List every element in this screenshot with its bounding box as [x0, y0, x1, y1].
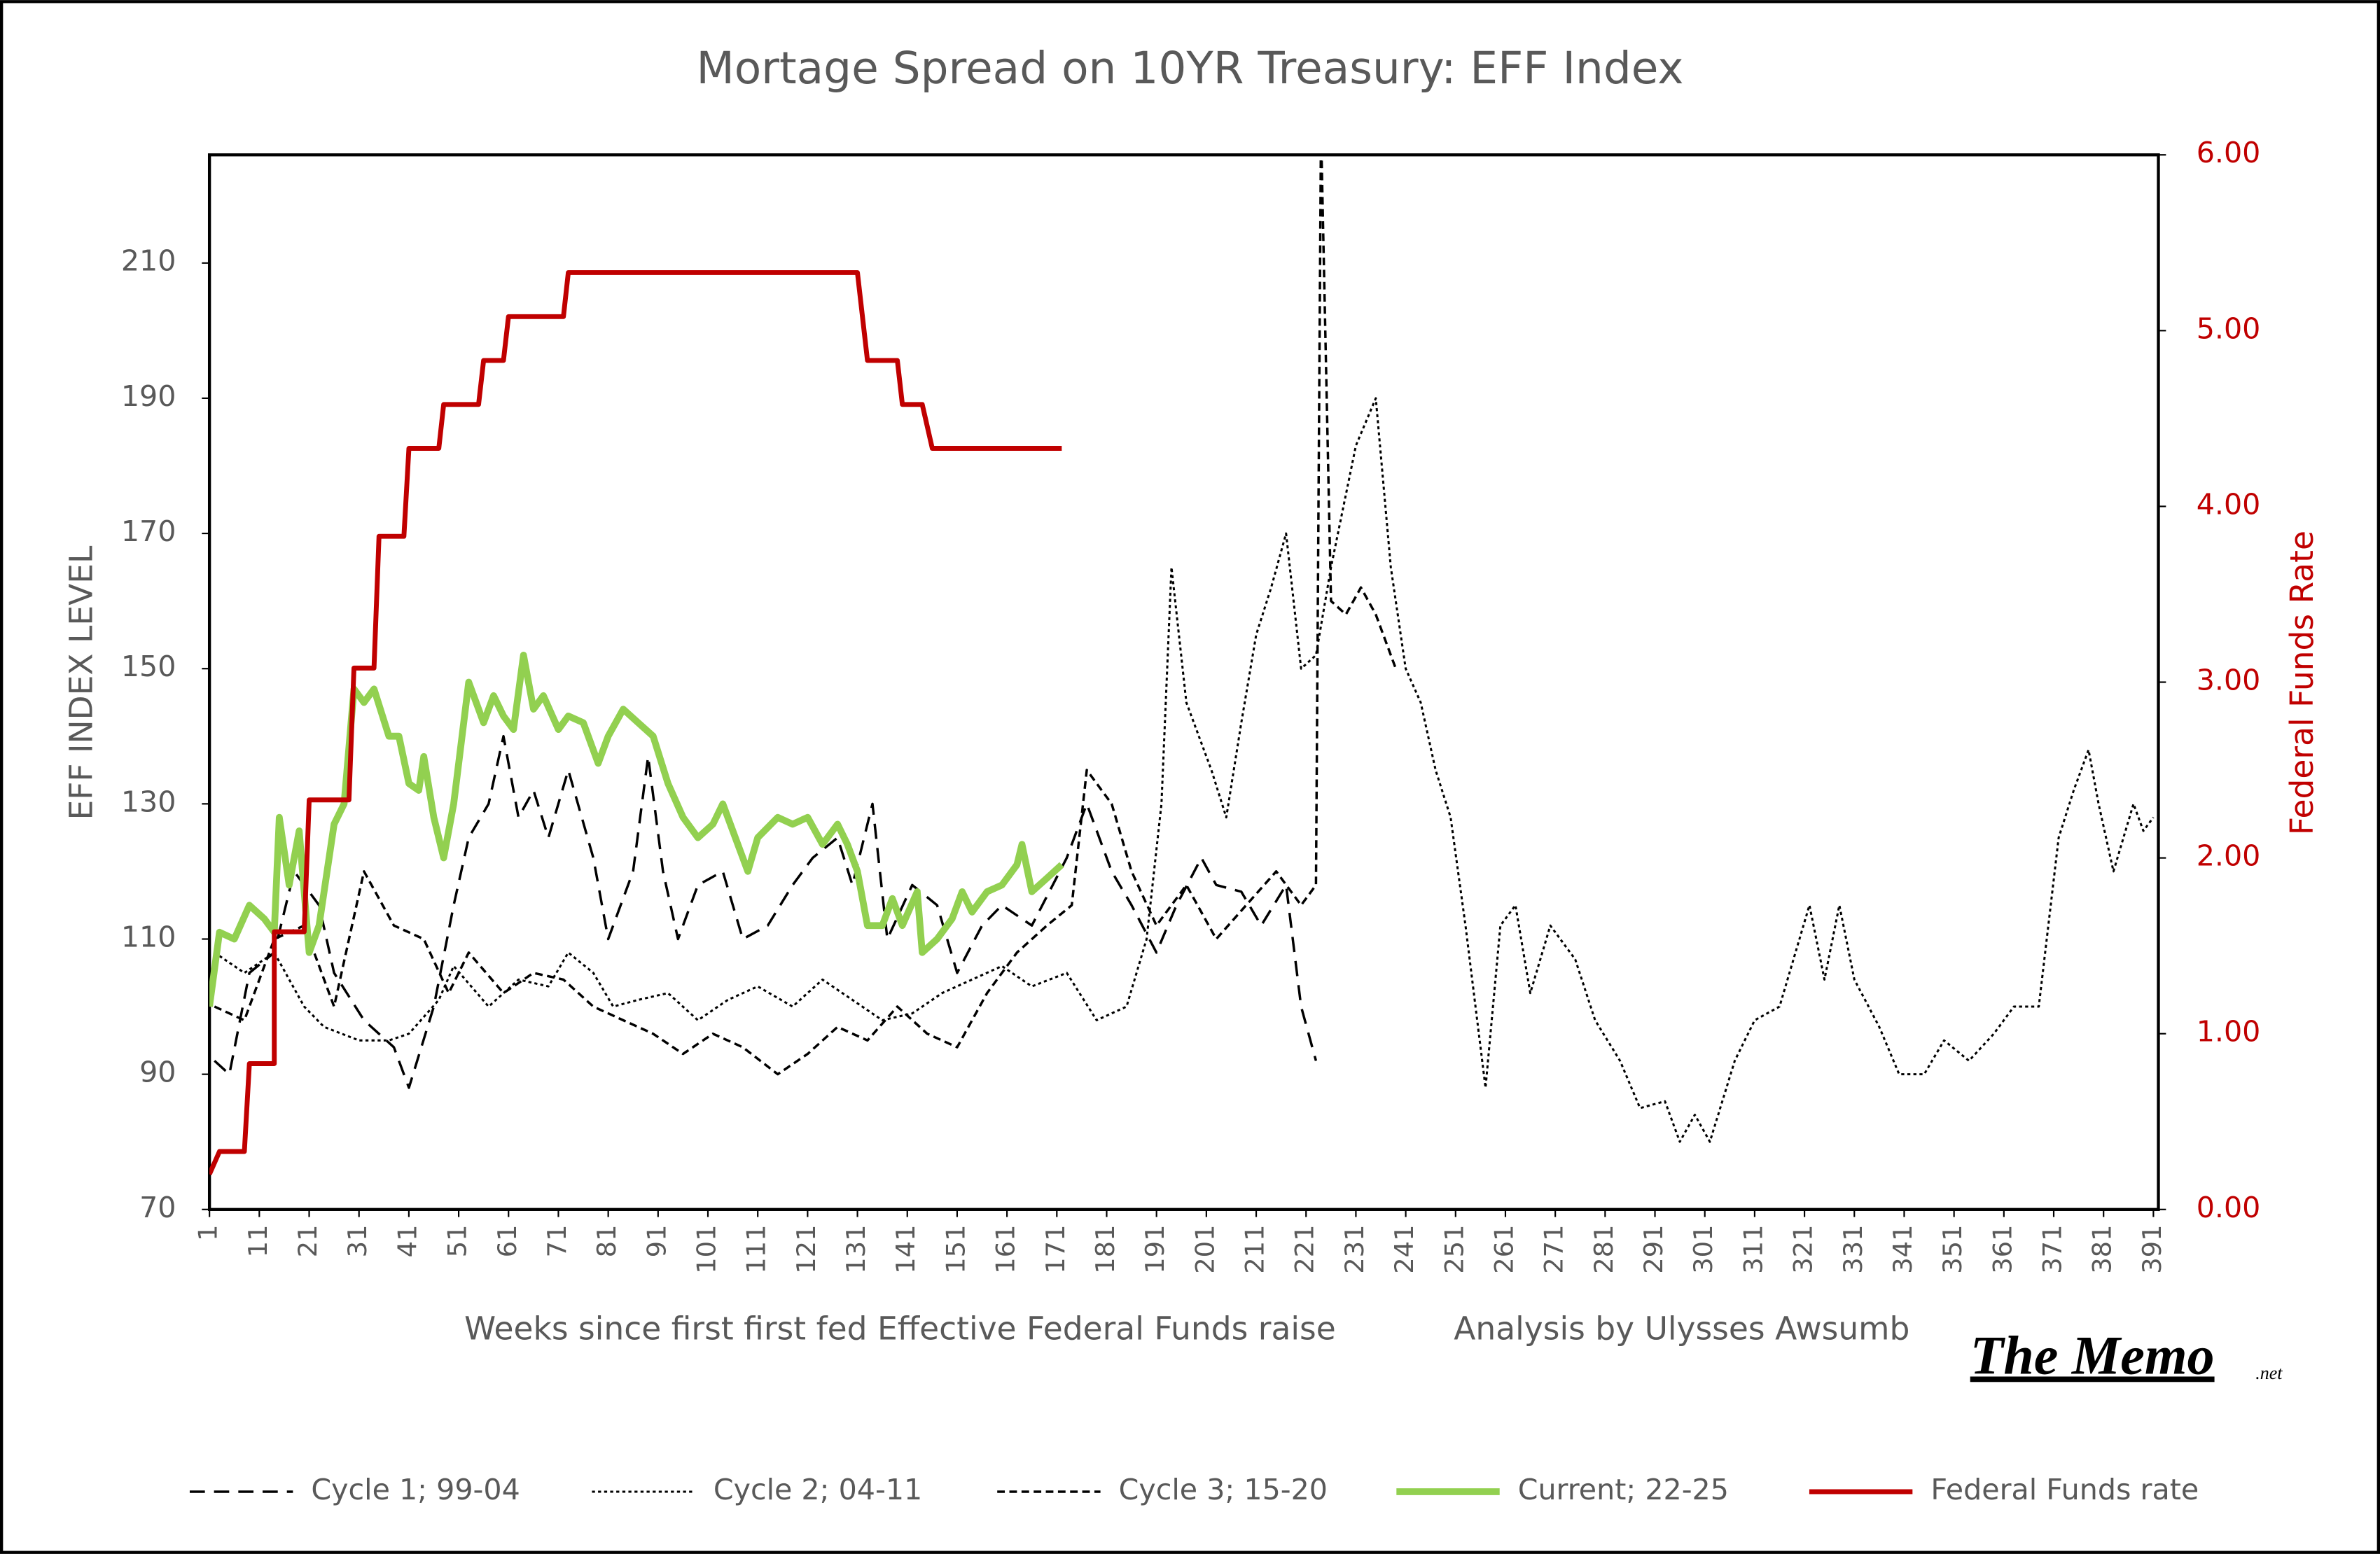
x-tick-label: 321	[1788, 1224, 1818, 1273]
y-axis-label: EFF INDEX LEVEL	[63, 545, 100, 820]
x-tick-label: 361	[1987, 1224, 2017, 1273]
x-tick-label: 311	[1738, 1224, 1768, 1273]
x-tick-label: 101	[692, 1224, 722, 1273]
x-tick-label: 151	[940, 1224, 970, 1273]
y-tick-label: 90	[139, 1056, 176, 1089]
logo: The Memo	[1970, 1324, 2215, 1385]
legend-label: Cycle 2; 04-11	[714, 1473, 922, 1506]
x-tick-label: 281	[1589, 1224, 1619, 1273]
series-line	[209, 270, 1062, 1175]
chart-title: Mortage Spread on 10YR Treasury: EFF Ind…	[696, 43, 1683, 94]
y-tick-label: 210	[121, 244, 176, 278]
x-tick-label: 371	[2038, 1224, 2068, 1273]
y2-tick-label: 6.00	[2197, 136, 2261, 169]
x-tick-label: 261	[1489, 1224, 1519, 1273]
y2-tick-label: 2.00	[2197, 839, 2261, 873]
x-tick-label: 381	[2087, 1224, 2117, 1273]
x-tick-label: 271	[1539, 1224, 1569, 1273]
x-tick-label: 241	[1389, 1224, 1419, 1273]
x-tick-label: 81	[592, 1224, 622, 1257]
series-line	[214, 397, 2155, 1143]
legend-label: Federal Funds rate	[1930, 1473, 2199, 1506]
y2-tick-label: 0.00	[2197, 1191, 2261, 1224]
y2-tick-label: 5.00	[2197, 312, 2261, 345]
y-tick-label: 190	[121, 379, 176, 413]
y-tick-label: 130	[121, 785, 176, 818]
x-tick-label: 71	[542, 1224, 572, 1257]
x-tick-label: 251	[1439, 1224, 1469, 1273]
x-tick-label: 31	[342, 1224, 373, 1257]
x-tick-label: 1	[193, 1224, 223, 1240]
x-axis-label: Weeks since first first fed Effective Fe…	[464, 1310, 1336, 1348]
legend-label: Current; 22-25	[1518, 1473, 1729, 1506]
x-tick-label: 181	[1090, 1224, 1120, 1273]
plot-area	[209, 155, 2155, 1175]
x-tick-label: 171	[1041, 1224, 1071, 1273]
x-tick-label: 161	[991, 1224, 1021, 1273]
x-tick-label: 291	[1638, 1224, 1669, 1273]
x-tick-label: 21	[293, 1224, 323, 1257]
x-tick-label: 331	[1838, 1224, 1868, 1273]
x-tick-label: 351	[1937, 1224, 1968, 1273]
x-tick-label: 141	[891, 1224, 921, 1273]
x-tick-label: 131	[841, 1224, 871, 1273]
x-tick-label: 11	[243, 1224, 273, 1257]
x-tick-label: 121	[791, 1224, 821, 1273]
x-tick-label: 201	[1190, 1224, 1220, 1273]
x-tick-label: 61	[492, 1224, 522, 1257]
x-tick-label: 301	[1688, 1224, 1718, 1273]
y-tick-label: 70	[139, 1191, 176, 1224]
y2-tick-label: 4.00	[2197, 487, 2261, 521]
series-line	[214, 734, 1318, 1089]
series-line	[214, 155, 1398, 1076]
x-tick-label: 341	[1888, 1224, 1918, 1273]
x-tick-label: 221	[1290, 1224, 1320, 1273]
y-tick-label: 170	[121, 514, 176, 548]
annotation: Analysis by Ulysses Awsumb	[1454, 1310, 1909, 1348]
x-tick-label: 231	[1339, 1224, 1370, 1273]
logo-suffix: .net	[2255, 1363, 2283, 1383]
x-tick-label: 51	[443, 1224, 473, 1257]
x-tick-label: 111	[742, 1224, 772, 1273]
x-tick-label: 191	[1140, 1224, 1170, 1273]
x-tick-label: 211	[1240, 1224, 1270, 1273]
legend-label: Cycle 3; 15-20	[1119, 1473, 1328, 1506]
y-tick-label: 110	[121, 920, 176, 954]
legend-label: Cycle 1; 99-04	[311, 1473, 520, 1506]
series-line	[209, 652, 1064, 1007]
y2-axis-label: Federal Funds Rate	[2283, 531, 2320, 835]
y2-tick-label: 1.00	[2197, 1015, 2261, 1049]
x-tick-label: 91	[641, 1224, 671, 1257]
x-tick-label: 391	[2137, 1224, 2167, 1273]
y-tick-label: 150	[121, 650, 176, 683]
y2-tick-label: 3.00	[2197, 664, 2261, 697]
x-tick-label: 41	[392, 1224, 422, 1257]
